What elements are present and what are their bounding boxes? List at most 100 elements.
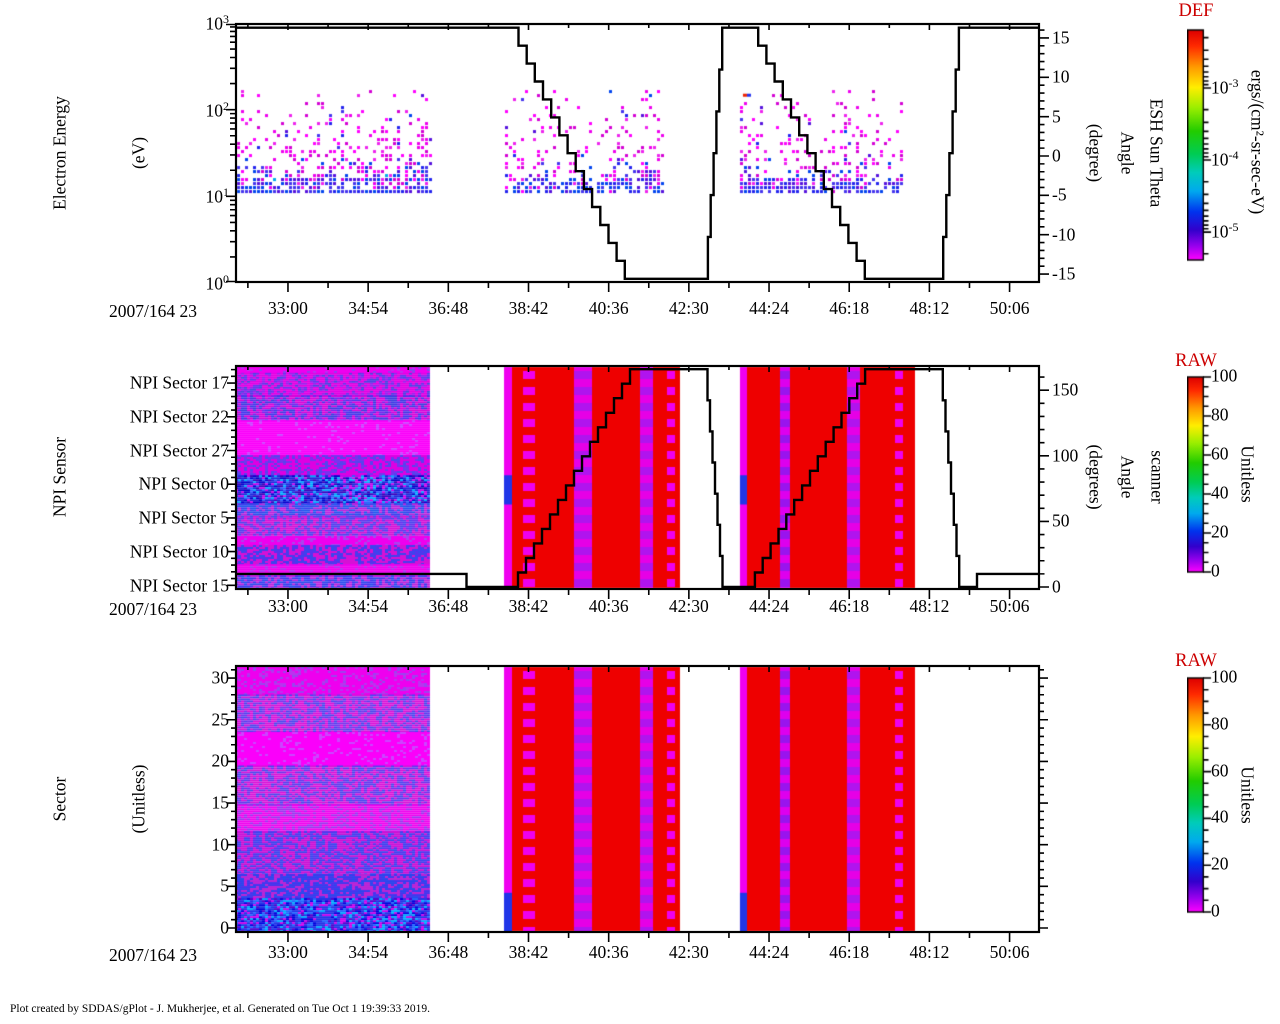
x-tick-label: 42:30 bbox=[668, 596, 709, 616]
colorbar-raw-bottom bbox=[1187, 676, 1217, 914]
colorbar-raw-middle-title: RAW bbox=[1175, 351, 1217, 371]
colorbar-def-units: ergs/(cm²-sr-sec-eV) bbox=[1247, 69, 1268, 215]
panel-npi-sensor bbox=[227, 364, 1049, 599]
colorbar-tick-label: 80 bbox=[1211, 713, 1229, 734]
x-tick-label: 36:48 bbox=[428, 596, 469, 616]
colorbar-raw-bottom-title: RAW bbox=[1175, 651, 1217, 671]
y-tick-label-sun-theta: -5 bbox=[1052, 184, 1067, 205]
colorbar-tick-label: 40 bbox=[1211, 482, 1229, 503]
y-title-sector-units: (Unitless) bbox=[128, 764, 149, 834]
x-tick-label: 33:00 bbox=[268, 298, 308, 318]
colorbar-tick-label: 20 bbox=[1211, 521, 1229, 542]
y-tick-label-npi-sector: NPI Sector 15 bbox=[129, 574, 229, 595]
footer-credit: Plot created by SDDAS/gPlot - J. Mukherj… bbox=[10, 1003, 431, 1015]
x-tick-label: 44:24 bbox=[749, 596, 789, 616]
x-tick-label: 36:48 bbox=[428, 942, 469, 962]
colorbar-tick-label: 0 bbox=[1211, 900, 1220, 921]
y-tick-label-energy: 100 bbox=[205, 271, 230, 294]
y-tick-label-scanner-angle: 0 bbox=[1052, 576, 1061, 597]
y-tick-label-npi-sector: NPI Sector 22 bbox=[129, 406, 229, 427]
y-tick-label-sector: 25 bbox=[211, 708, 230, 729]
x-tick-label: 44:24 bbox=[749, 942, 789, 962]
y-tick-label-sector: 0 bbox=[220, 917, 229, 938]
colorbar-tick-label: 60 bbox=[1211, 443, 1229, 464]
colorbar-tick-label: 0 bbox=[1211, 560, 1220, 581]
colorbar-tick-label: 100 bbox=[1211, 666, 1238, 687]
y-tick-label-sun-theta: 0 bbox=[1052, 145, 1061, 166]
x-tick-label: 48:12 bbox=[909, 596, 950, 616]
y-tick-label-sector: 20 bbox=[211, 750, 230, 771]
x-tick-label: 38:42 bbox=[508, 298, 549, 318]
x-tick-label: 33:00 bbox=[268, 596, 308, 616]
x-tick-label: 42:30 bbox=[668, 298, 709, 318]
y-tick-label-sun-theta: 15 bbox=[1052, 27, 1070, 48]
y-tick-label-sun-theta: 5 bbox=[1052, 105, 1061, 126]
colorbar-tick-label: 10-3 bbox=[1211, 75, 1239, 98]
electron-energy-spectrogram-canvas bbox=[235, 23, 1040, 283]
x-tick-label: 48:12 bbox=[909, 298, 950, 318]
x-tick-label: 34:54 bbox=[348, 596, 389, 616]
panel-electron-energy bbox=[226, 22, 1049, 292]
colorbar-def bbox=[1187, 28, 1217, 262]
y-tick-label-npi-sector: NPI Sector 0 bbox=[138, 473, 229, 494]
x-tick-label: 38:42 bbox=[508, 596, 549, 616]
right-title-degrees-middle: (degrees) bbox=[1085, 444, 1106, 510]
x-tick-label: 46:18 bbox=[829, 942, 870, 962]
y-tick-label-scanner-angle: 50 bbox=[1052, 510, 1070, 531]
x-tick-label: 50:06 bbox=[989, 596, 1030, 616]
x-tick-label: 40:36 bbox=[588, 596, 629, 616]
colorbar-raw-bottom-units: Unitless bbox=[1237, 766, 1258, 824]
right-title-angle-middle: Angle bbox=[1117, 455, 1138, 499]
y-tick-label-npi-sector: NPI Sector 17 bbox=[129, 372, 229, 393]
y-title-ev-units: (eV) bbox=[128, 136, 149, 170]
npi-sensor-spectrogram-canvas bbox=[235, 365, 1040, 590]
x-tick-label: 46:18 bbox=[829, 596, 870, 616]
colorbar-tick-label: 40 bbox=[1211, 806, 1229, 827]
x-tick-label: 42:30 bbox=[668, 942, 709, 962]
x-tick-label: 40:36 bbox=[588, 942, 629, 962]
y-tick-label-npi-sector: NPI Sector 27 bbox=[129, 439, 229, 460]
x-tick-label: 46:18 bbox=[829, 298, 870, 318]
y-tick-label-npi-sector: NPI Sector 5 bbox=[138, 507, 229, 528]
date-label-middle: 2007/164 23 bbox=[109, 599, 197, 619]
right-title-angle-top: Angle bbox=[1117, 131, 1138, 175]
colorbar-tick-label: 60 bbox=[1211, 759, 1229, 780]
x-tick-label: 33:00 bbox=[268, 942, 308, 962]
y-tick-label-scanner-angle: 100 bbox=[1052, 445, 1079, 466]
y-tick-label-npi-sector: NPI Sector 10 bbox=[129, 541, 229, 561]
colorbar-tick-label: 100 bbox=[1211, 365, 1238, 386]
date-label-top: 2007/164 23 bbox=[109, 301, 197, 321]
y-tick-label-sector: 5 bbox=[220, 875, 229, 896]
colorbar-tick-label: 20 bbox=[1211, 853, 1229, 874]
right-title-degree-top: (degree) bbox=[1085, 123, 1106, 183]
y-tick-label-sector: 15 bbox=[211, 792, 230, 813]
right-title-esh-sun-theta: ESH Sun Theta bbox=[1146, 98, 1167, 208]
x-tick-label: 40:36 bbox=[588, 298, 629, 318]
x-tick-label: 36:48 bbox=[428, 298, 469, 318]
x-tick-label: 38:42 bbox=[508, 942, 549, 962]
panel-sector bbox=[227, 664, 1048, 942]
x-tick-label: 34:54 bbox=[348, 298, 389, 318]
y-tick-label-energy: 102 bbox=[205, 98, 230, 121]
x-tick-label: 48:12 bbox=[909, 942, 950, 962]
y-title-electron-energy: Electron Energy bbox=[49, 96, 70, 210]
y-tick-label-energy: 101 bbox=[205, 185, 230, 207]
colorbar-raw-middle bbox=[1187, 375, 1217, 574]
sector-spectrogram-canvas bbox=[235, 665, 1040, 933]
y-tick-label-energy: 103 bbox=[205, 11, 230, 34]
y-title-npi-sensor: NPI Sensor bbox=[49, 436, 70, 518]
date-label-bottom: 2007/164 23 bbox=[109, 945, 197, 965]
y-tick-label-scanner-angle: 150 bbox=[1052, 379, 1079, 400]
colorbar-raw-middle-units: Unitless bbox=[1237, 445, 1258, 503]
colorbar-tick-label: 10-5 bbox=[1211, 219, 1239, 242]
right-title-scanner: scanner bbox=[1147, 450, 1168, 504]
x-tick-label: 50:06 bbox=[989, 298, 1030, 318]
colorbar-def-title: DEF bbox=[1178, 1, 1214, 21]
x-tick-label: 50:06 bbox=[989, 942, 1030, 962]
x-tick-label: 44:24 bbox=[749, 298, 789, 318]
y-tick-label-sun-theta: -15 bbox=[1052, 263, 1076, 284]
y-tick-label-sector: 10 bbox=[211, 833, 230, 854]
colorbar-tick-label: 80 bbox=[1211, 404, 1229, 425]
y-tick-label-sector: 30 bbox=[211, 667, 230, 688]
